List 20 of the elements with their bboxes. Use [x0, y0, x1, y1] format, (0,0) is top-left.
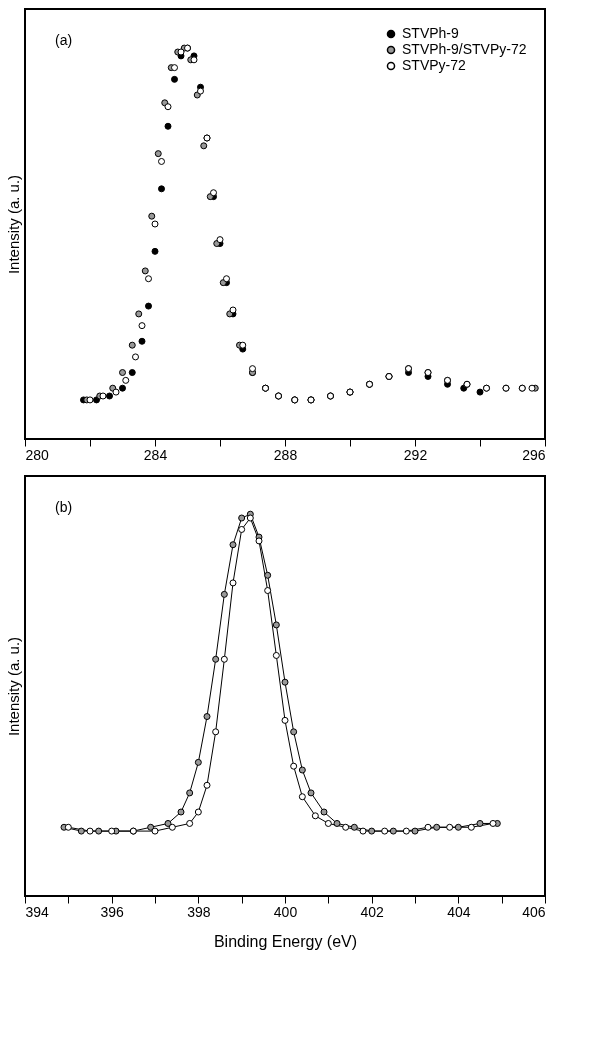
x-tick-label: 284	[143, 446, 168, 463]
x-tick-label: 406	[522, 903, 546, 920]
x-tick-label: 396	[100, 903, 125, 920]
x-tick-label: 400	[273, 903, 298, 920]
y-axis-title: Intensity (a. u.)	[4, 174, 22, 275]
x-tick-label: 288	[273, 446, 298, 463]
y-axis-title: Intensity (a. u.)	[4, 636, 22, 737]
text: (a)	[55, 32, 73, 48]
legend-label: STVPh-9/STVPy-72	[402, 41, 527, 57]
x-tick-label: 404	[447, 903, 471, 920]
x-tick-label: 394	[25, 903, 50, 920]
x-tick-label: 292	[403, 446, 428, 463]
annotation: (b)	[55, 499, 73, 515]
x-tick-label: 398	[187, 903, 211, 920]
legend-label: STVPh-9	[402, 25, 460, 41]
x-tick-label: 280	[25, 446, 50, 463]
x-tick-label: 402	[360, 903, 385, 920]
x-tick-label: 296	[522, 446, 546, 463]
legend-label: STVPy-72	[402, 57, 467, 73]
x-axis-title: Binding Energy (eV)	[213, 932, 358, 950]
